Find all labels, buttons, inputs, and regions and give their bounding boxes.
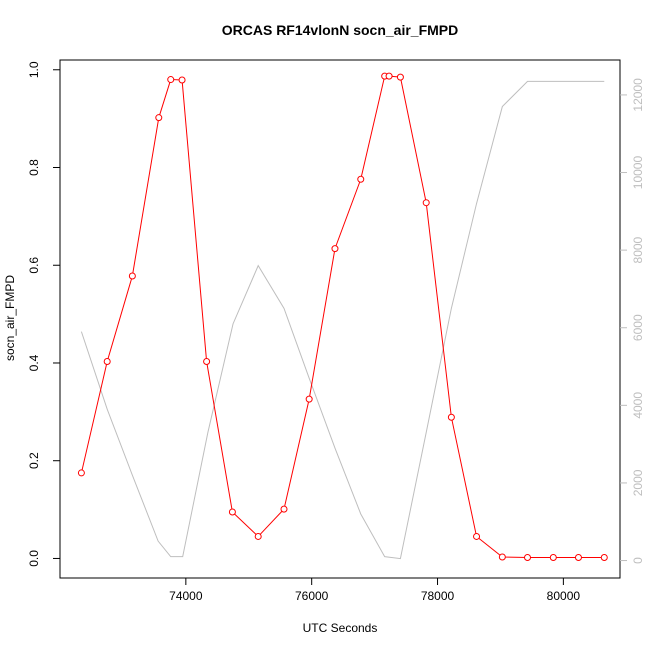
x-axis-label: UTC Seconds bbox=[303, 621, 378, 635]
y-tick-label: 0.8 bbox=[27, 159, 41, 176]
data-point bbox=[280, 505, 288, 513]
data-point bbox=[167, 76, 175, 84]
y2-tick-label: 0 bbox=[631, 557, 645, 564]
data-point bbox=[305, 395, 313, 403]
data-point bbox=[128, 272, 136, 280]
series-line-left bbox=[80, 75, 605, 558]
y2-tick-label: 6000 bbox=[631, 314, 645, 341]
x-tick-label: 80000 bbox=[547, 589, 581, 603]
data-point bbox=[228, 508, 236, 516]
y-tick-label: 1.0 bbox=[27, 61, 41, 78]
data-point bbox=[574, 553, 582, 561]
data-point bbox=[549, 553, 557, 561]
series-line-right bbox=[80, 80, 605, 560]
y-axis-label: socn_air_FMPD bbox=[3, 275, 17, 361]
x-tick-label: 76000 bbox=[295, 589, 329, 603]
data-point bbox=[447, 413, 455, 421]
data-point bbox=[77, 469, 85, 477]
axes-layer: 74000 76000 78000 80000 0.0 0.2 0.4 0.6 0.8 1.0 0 2… bbox=[27, 61, 645, 603]
y2-tick-label: 10000 bbox=[631, 156, 645, 190]
plot-frame bbox=[59, 59, 621, 579]
data-point bbox=[385, 72, 393, 80]
y-tick-label: 0.0 bbox=[27, 550, 41, 567]
data-point bbox=[254, 532, 262, 540]
data-point bbox=[396, 73, 404, 81]
chart-title: ORCAS RF14vlonN socn_air_FMPD bbox=[222, 22, 459, 38]
data-point bbox=[155, 114, 163, 122]
x-tick-label: 78000 bbox=[421, 589, 455, 603]
data-point bbox=[203, 358, 211, 366]
y-tick-label: 0.4 bbox=[27, 354, 41, 371]
data-point bbox=[498, 553, 506, 561]
data-point bbox=[524, 553, 532, 561]
data-point bbox=[103, 358, 111, 366]
y2-tick-label: 2000 bbox=[631, 469, 645, 496]
x-tick-label: 74000 bbox=[169, 589, 203, 603]
data-point bbox=[600, 553, 608, 561]
y2-tick-label: 4000 bbox=[631, 392, 645, 419]
y2-tick-label: 8000 bbox=[631, 236, 645, 263]
data-point bbox=[357, 175, 365, 183]
y-tick-label: 0.2 bbox=[27, 452, 41, 469]
data-point bbox=[422, 199, 430, 207]
data-point bbox=[473, 532, 481, 540]
y-tick-label: 0.6 bbox=[27, 257, 41, 274]
series-layer bbox=[77, 72, 608, 561]
y2-tick-label: 12000 bbox=[631, 78, 645, 112]
data-point bbox=[331, 245, 339, 253]
data-point bbox=[178, 76, 186, 84]
